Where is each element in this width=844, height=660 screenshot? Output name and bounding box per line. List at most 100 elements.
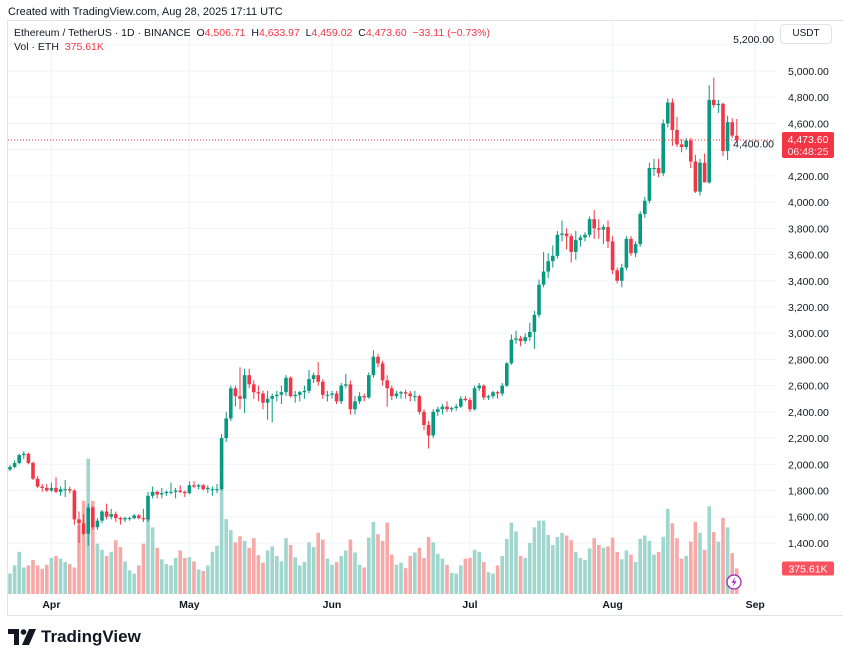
candle (652, 158, 656, 176)
candle (58, 486, 63, 496)
volume-bar (339, 555, 343, 594)
volume-bar (689, 541, 693, 594)
time-tick-label: May (179, 599, 200, 611)
candle-body (284, 377, 288, 393)
volume-bar (702, 549, 707, 594)
volume-bar (449, 572, 454, 594)
candle-body (160, 493, 164, 495)
candle-body (127, 518, 132, 520)
price-tick-label: 4,600.00 (788, 118, 829, 130)
volume-bar (472, 549, 477, 594)
currency-unit-button[interactable]: USDT (780, 24, 832, 44)
candle (104, 503, 109, 520)
candle-body (298, 392, 302, 395)
chart-legend: Ethereum / TetherUS · 1D · BINANCE O4,50… (14, 26, 490, 54)
candle-body (77, 519, 81, 524)
candle-body (491, 392, 495, 397)
volume-bar (463, 558, 468, 594)
candle-body (49, 487, 54, 491)
volume-bar (54, 555, 58, 594)
candle-body (109, 514, 113, 517)
candle (408, 390, 412, 402)
volume-bar (270, 546, 274, 594)
volume-bar (146, 515, 150, 594)
candle (500, 383, 504, 397)
candle-body (261, 393, 265, 403)
candle-body (702, 162, 707, 183)
volume-bar (127, 570, 132, 594)
volume-bar (183, 557, 187, 594)
volume-bar (367, 537, 371, 594)
candle (109, 508, 113, 520)
volume-bar (633, 562, 638, 594)
candle (376, 354, 380, 368)
candle (431, 409, 435, 439)
candle (141, 508, 146, 522)
candle (592, 209, 596, 239)
candle (123, 516, 127, 522)
candle (252, 380, 256, 399)
candle (574, 230, 578, 260)
lightning-alert-icon[interactable] (726, 574, 742, 590)
candle-body (348, 384, 353, 410)
candle-body (219, 438, 224, 490)
candle (311, 372, 316, 384)
candle (187, 481, 192, 495)
volume-bar (150, 527, 155, 594)
candle (394, 390, 399, 399)
candle-body (638, 213, 642, 245)
candle (344, 373, 348, 389)
candle (647, 162, 652, 204)
price-tick-label: 4,200.00 (788, 171, 829, 183)
candle (275, 390, 279, 402)
volume-bar (721, 517, 725, 594)
candle (555, 230, 560, 259)
candle (422, 409, 426, 431)
candle-body (394, 393, 399, 397)
volume-bar (275, 555, 279, 594)
time-axis: Apr May Jun Jul Aug Sep (42, 599, 764, 611)
price-tick-label: 1,600.00 (788, 512, 829, 524)
candle-body (518, 338, 523, 342)
candle (284, 375, 288, 397)
candle-body (408, 393, 412, 397)
symbol-title[interactable]: Ethereum / TetherUS · 1D · BINANCE (14, 27, 191, 39)
candle (532, 310, 537, 349)
created-with-caption: Created with TradingView.com, Aug 28, 20… (8, 6, 283, 18)
candle-body (210, 489, 215, 491)
volume-bar (137, 565, 141, 594)
volume-bar (652, 554, 656, 594)
volume-bar (17, 551, 21, 594)
candle-body (514, 338, 518, 340)
candle (528, 322, 532, 342)
price-tick-label: 2,000.00 (788, 459, 829, 471)
price-tick-label: 5,000.00 (788, 66, 829, 78)
candle (486, 394, 491, 401)
candle-body (454, 406, 458, 408)
candle-body (242, 375, 247, 399)
tradingview-logo[interactable]: TradingView (8, 627, 141, 647)
chart-frame (7, 20, 843, 616)
candle-body (206, 487, 210, 490)
candle (698, 158, 702, 196)
candle (721, 102, 725, 157)
candle (679, 139, 684, 153)
candle (81, 514, 86, 536)
volume-row: Vol · ETH 375.61K (14, 40, 490, 54)
high-label: H (251, 27, 259, 39)
volume-bar (459, 565, 463, 594)
candle (666, 98, 670, 128)
candle-body (698, 162, 702, 192)
volume-bar (210, 551, 215, 594)
candle-body (353, 401, 357, 410)
candle-body (330, 393, 334, 395)
candle-body (275, 394, 279, 397)
volume-bar (8, 573, 12, 594)
volume-label[interactable]: Vol · ETH (14, 41, 59, 53)
volume-bar (178, 550, 182, 594)
volume-bar (173, 557, 178, 594)
candle-body (371, 356, 376, 376)
candle (399, 390, 403, 399)
volume-bar (454, 573, 458, 594)
